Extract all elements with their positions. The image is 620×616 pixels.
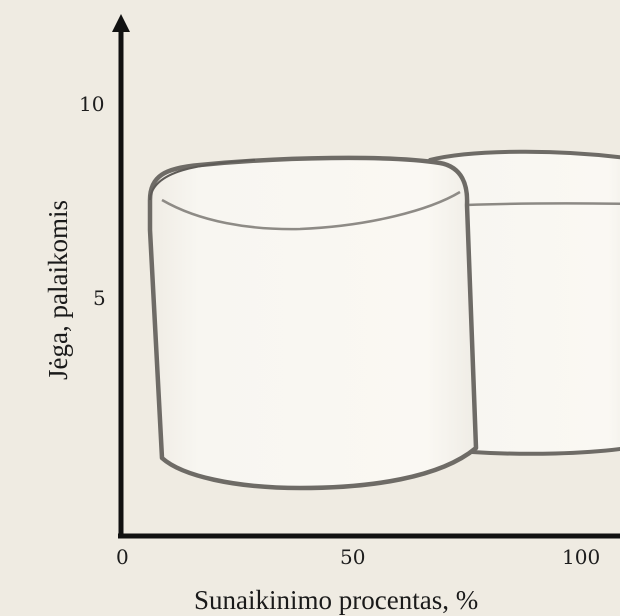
x-tick-0: 0 xyxy=(116,545,129,569)
x-axis-title: Sunaikinimo procentas, % xyxy=(194,585,478,615)
x-tick-50: 50 xyxy=(340,545,365,569)
y-tick-10: 10 xyxy=(79,92,104,116)
y-tick-5: 5 xyxy=(93,286,106,310)
front-marshmallow xyxy=(147,155,479,491)
back-marshmallow xyxy=(428,149,620,456)
x-tick-100: 100 xyxy=(562,545,600,569)
axes xyxy=(112,14,620,539)
y-axis-arrow-icon xyxy=(112,14,130,32)
y-axis-title: Jėga, palaikomis xyxy=(43,200,73,380)
